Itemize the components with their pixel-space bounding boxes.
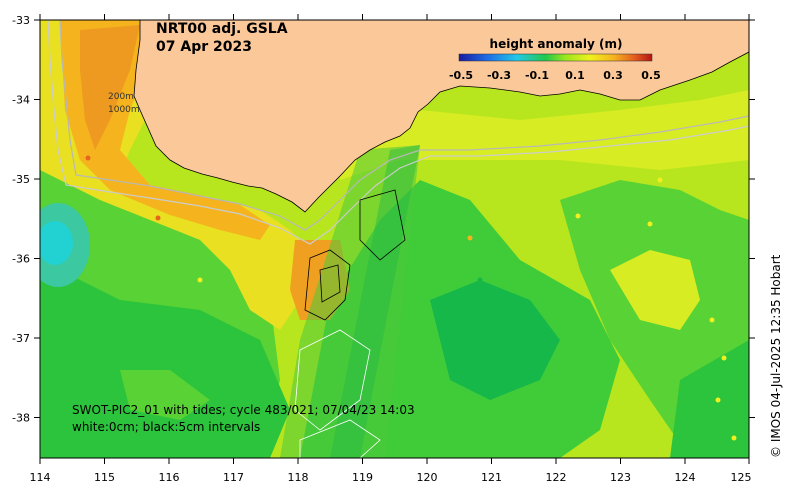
dot: [477, 277, 483, 283]
x-axis: 114 115 116 117 118 119 120 121 122 123 …: [30, 14, 752, 484]
dot: [197, 277, 203, 283]
contour-5cm-1: [304, 249, 351, 321]
y-axis: -33 -34 -35 -36 -37 -38: [12, 14, 755, 425]
dot: [657, 177, 663, 183]
isobath-200m: [59, 20, 749, 231]
isobath-1000m: [47, 20, 749, 245]
swot-annotation: SWOT-PIC2_01 with tides; cycle 483/021; …: [72, 403, 415, 417]
map-plot-area: [40, 20, 749, 458]
x-tick: 123: [610, 14, 631, 484]
anomaly-region-yellow-east: [610, 250, 700, 330]
x-tick: 119: [352, 14, 373, 484]
x-tick-label: 124: [675, 471, 696, 484]
contour-5cm-2: [319, 264, 341, 303]
dot: [575, 213, 581, 219]
anomaly-region-green-southeast: [670, 340, 749, 458]
dot: [731, 435, 737, 441]
y-tick-label: -35: [12, 173, 30, 186]
dot: [721, 355, 727, 361]
x-tick-label: 115: [94, 471, 115, 484]
x-tick-label: 121: [481, 471, 502, 484]
y-tick-label: -33: [12, 14, 30, 27]
anomaly-region-yellow-shelf: [330, 90, 749, 180]
y-tick-label: -38: [12, 412, 30, 425]
colorbar: [458, 53, 653, 62]
x-tick: 122: [546, 14, 567, 484]
x-tick-label: 120: [417, 471, 438, 484]
x-tick: 117: [223, 14, 244, 484]
anomaly-eddy-inner: [40, 221, 73, 265]
colorbar-title: height anomaly (m): [490, 37, 623, 51]
anomaly-region-green-core: [430, 280, 560, 400]
y-tick-label: -37: [12, 332, 30, 345]
colorbar-tick: -0.3: [487, 69, 511, 82]
x-tick: 118: [288, 14, 309, 484]
dot: [709, 317, 715, 323]
x-tick: 125: [731, 14, 752, 484]
y-tick: -33: [12, 14, 755, 27]
x-tick-label: 117: [223, 471, 244, 484]
colorbar-tick: 0.5: [641, 69, 661, 82]
x-tick: 120: [417, 14, 438, 484]
contour-0cm-2: [299, 419, 381, 458]
x-tick: 121: [481, 14, 502, 484]
x-tick-label: 116: [159, 471, 180, 484]
australia-land: [133, 20, 749, 213]
x-tick: 124: [675, 14, 696, 484]
dot: [467, 235, 473, 241]
colorbar-tick: 0.3: [603, 69, 623, 82]
colorbar-tick: -0.5: [449, 69, 473, 82]
y-tick: -36: [12, 253, 755, 266]
isobath-label-1000: 1000m: [108, 105, 140, 115]
plot-frame: [39, 19, 750, 459]
x-tick-label: 123: [610, 471, 631, 484]
x-tick-label: 125: [731, 471, 752, 484]
x-tick: 114: [30, 14, 51, 484]
dot: [85, 155, 91, 161]
colorbar-tick: -0.1: [525, 69, 549, 82]
x-tick-label: 119: [352, 471, 373, 484]
dot: [647, 221, 653, 227]
colorbar-tick: 0.1: [565, 69, 585, 82]
x-tick: 115: [94, 14, 115, 484]
y-tick: -38: [12, 412, 755, 425]
credit-text: © IMOS 04-Jul-2025 12:35 Hobart: [769, 254, 783, 458]
y-tick: -35: [12, 173, 755, 186]
x-tick-label: 118: [288, 471, 309, 484]
map-date: 07 Apr 2023: [156, 39, 252, 55]
anomaly-region-green-small: [120, 370, 210, 420]
y-tick-label: -34: [12, 94, 30, 107]
contour-5cm-3: [359, 189, 406, 261]
contour-annotation: white:0cm; black:5cm intervals: [72, 420, 260, 434]
contour-0cm-1: [294, 329, 371, 431]
anomaly-region-green-southwest: [40, 260, 290, 458]
map-title: NRT00 adj. GSLA: [156, 21, 288, 37]
x-tick: 116: [159, 14, 180, 484]
dot: [155, 215, 161, 221]
swot-swath-inner: [330, 145, 420, 458]
y-tick: -37: [12, 332, 755, 345]
swot-swath: [280, 145, 420, 458]
dot: [715, 397, 721, 403]
y-tick-label: -36: [12, 253, 30, 266]
isobath-label-200: 200m: [108, 92, 134, 102]
colorbar-legend: height anomaly (m) -0.5 -0.3 -0.1 0.1 0.…: [449, 37, 661, 82]
x-tick-label: 114: [30, 471, 51, 484]
x-tick-label: 122: [546, 471, 567, 484]
y-tick: -34: [12, 94, 755, 107]
anomaly-region-orange-core: [80, 25, 140, 150]
